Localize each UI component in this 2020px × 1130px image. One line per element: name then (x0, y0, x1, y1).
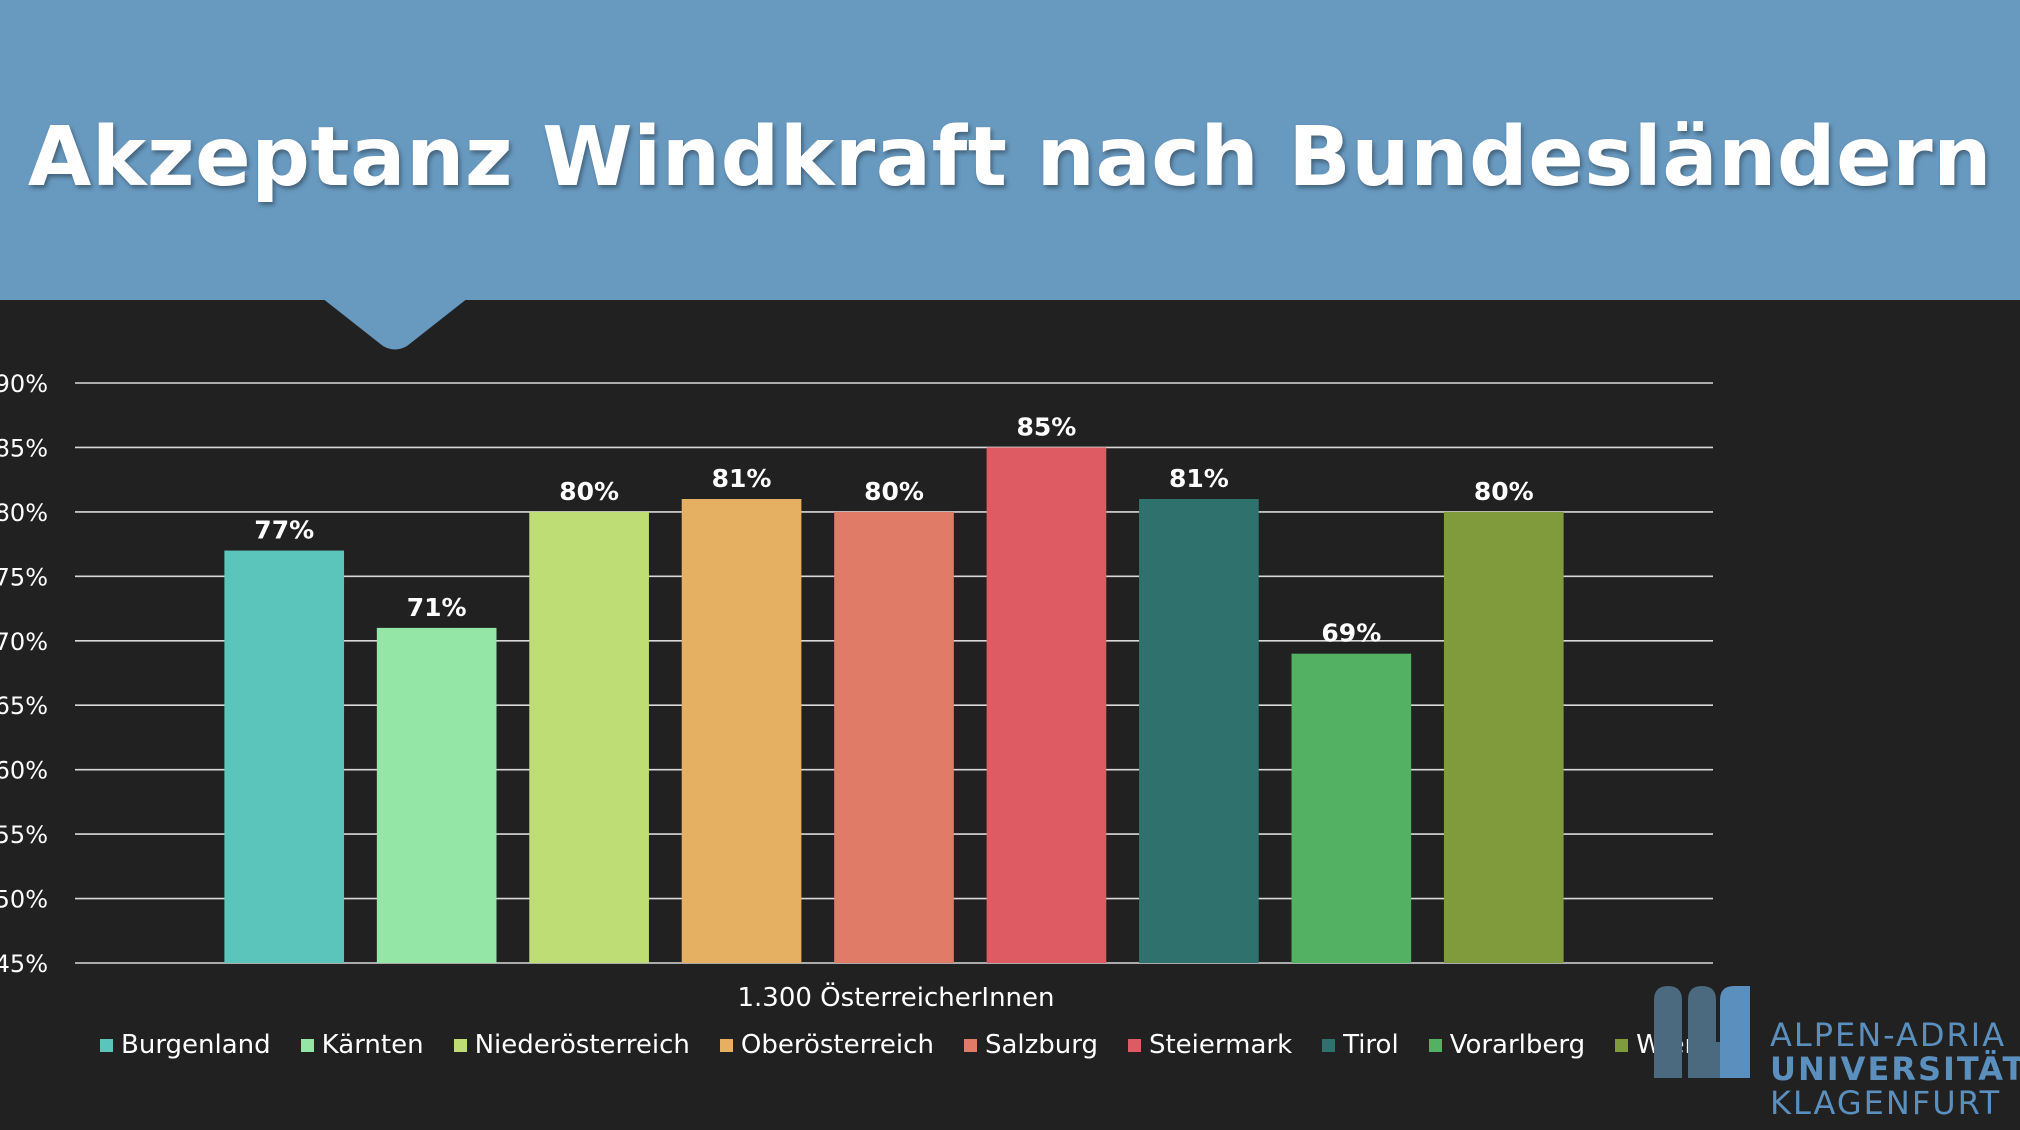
slide-title: Akzeptanz Windkraft nach Bundesländern (27, 110, 1993, 205)
y-tick-label: 65% (0, 692, 48, 720)
legend-swatch (453, 1038, 467, 1052)
logo-line-3: KLAGENFURT (1770, 1084, 2002, 1122)
data-label: 71% (407, 593, 467, 622)
university-logo-icon (1654, 986, 1750, 1078)
legend-swatch (1615, 1038, 1629, 1052)
bar-salzburg (834, 511, 954, 963)
bar-wien (1443, 511, 1564, 963)
logo-line-2: UNIVERSITÄT (1770, 1050, 2020, 1088)
title-band (0, 0, 2020, 300)
legend-label: Tirol (1343, 1030, 1399, 1060)
university-logo-text: ALPEN-ADRIA UNIVERSITÄT KLAGENFURT (1770, 1018, 2020, 1120)
university-logo: ALPEN-ADRIA UNIVERSITÄT KLAGENFURT (1650, 980, 2020, 1120)
y-tick-label: 50% (0, 886, 48, 914)
x-category-label: 1.300 ÖsterreicherInnen (737, 981, 1054, 1013)
data-label: 85% (1017, 412, 1077, 441)
legend-item-salzburg: Salzburg (963, 1030, 1098, 1060)
bar-steiermark (986, 447, 1107, 963)
data-label: 81% (712, 464, 772, 493)
y-tick-label: 70% (0, 628, 48, 656)
y-tick-label: 85% (0, 434, 48, 462)
y-tick-label: 90% (0, 370, 48, 398)
bar-vorarlberg (1291, 653, 1412, 963)
legend-swatch (1322, 1038, 1336, 1052)
y-tick-label: 55% (0, 821, 48, 849)
bar-oberösterreich (681, 499, 802, 963)
data-label: 80% (559, 477, 619, 506)
legend-item-vorarlberg: Vorarlberg (1428, 1030, 1586, 1060)
bar-niederösterreich (529, 511, 649, 963)
legend-item-burgenland: Burgenland (100, 1030, 271, 1060)
legend-item-tirol: Tirol (1322, 1030, 1399, 1060)
y-tick-label: 45% (0, 950, 48, 978)
data-label: 81% (1169, 464, 1229, 493)
logo-line-1: ALPEN-ADRIA (1770, 1016, 2007, 1054)
y-tick-label: 60% (0, 757, 48, 785)
legend-swatch (1127, 1038, 1141, 1052)
legend-swatch (1428, 1038, 1442, 1052)
data-label: 80% (864, 477, 924, 506)
data-label: 77% (254, 516, 314, 545)
legend-swatch (100, 1038, 113, 1052)
legend-item-niederösterreich: Niederösterreich (453, 1030, 690, 1060)
y-tick-label: 80% (0, 499, 48, 527)
legend-label: Oberösterreich (740, 1030, 934, 1060)
data-label: 69% (1321, 619, 1381, 648)
y-tick-label: 75% (0, 563, 48, 591)
legend-label: Niederösterreich (474, 1030, 690, 1060)
chart-legend: Burgenland Kärnten Niederösterreich Oberöst… (100, 1030, 1701, 1060)
legend-label: Vorarlberg (1449, 1030, 1586, 1060)
legend-item-kärnten: Kärnten (300, 1030, 424, 1060)
legend-label: Steiermark (1148, 1030, 1293, 1060)
bar-burgenland (224, 550, 345, 963)
data-label: 80% (1474, 477, 1534, 506)
legend-swatch (300, 1038, 314, 1052)
bar-tirol (1139, 499, 1259, 963)
legend-label: Burgenland (121, 1030, 271, 1060)
legend-swatch (963, 1038, 977, 1052)
bar-kärnten (376, 627, 497, 963)
legend-item-oberösterreich: Oberösterreich (719, 1030, 934, 1060)
legend-label: Kärnten (321, 1030, 424, 1060)
legend-item-steiermark: Steiermark (1127, 1030, 1293, 1060)
legend-swatch (719, 1038, 733, 1052)
legend-label: Salzburg (984, 1030, 1098, 1060)
